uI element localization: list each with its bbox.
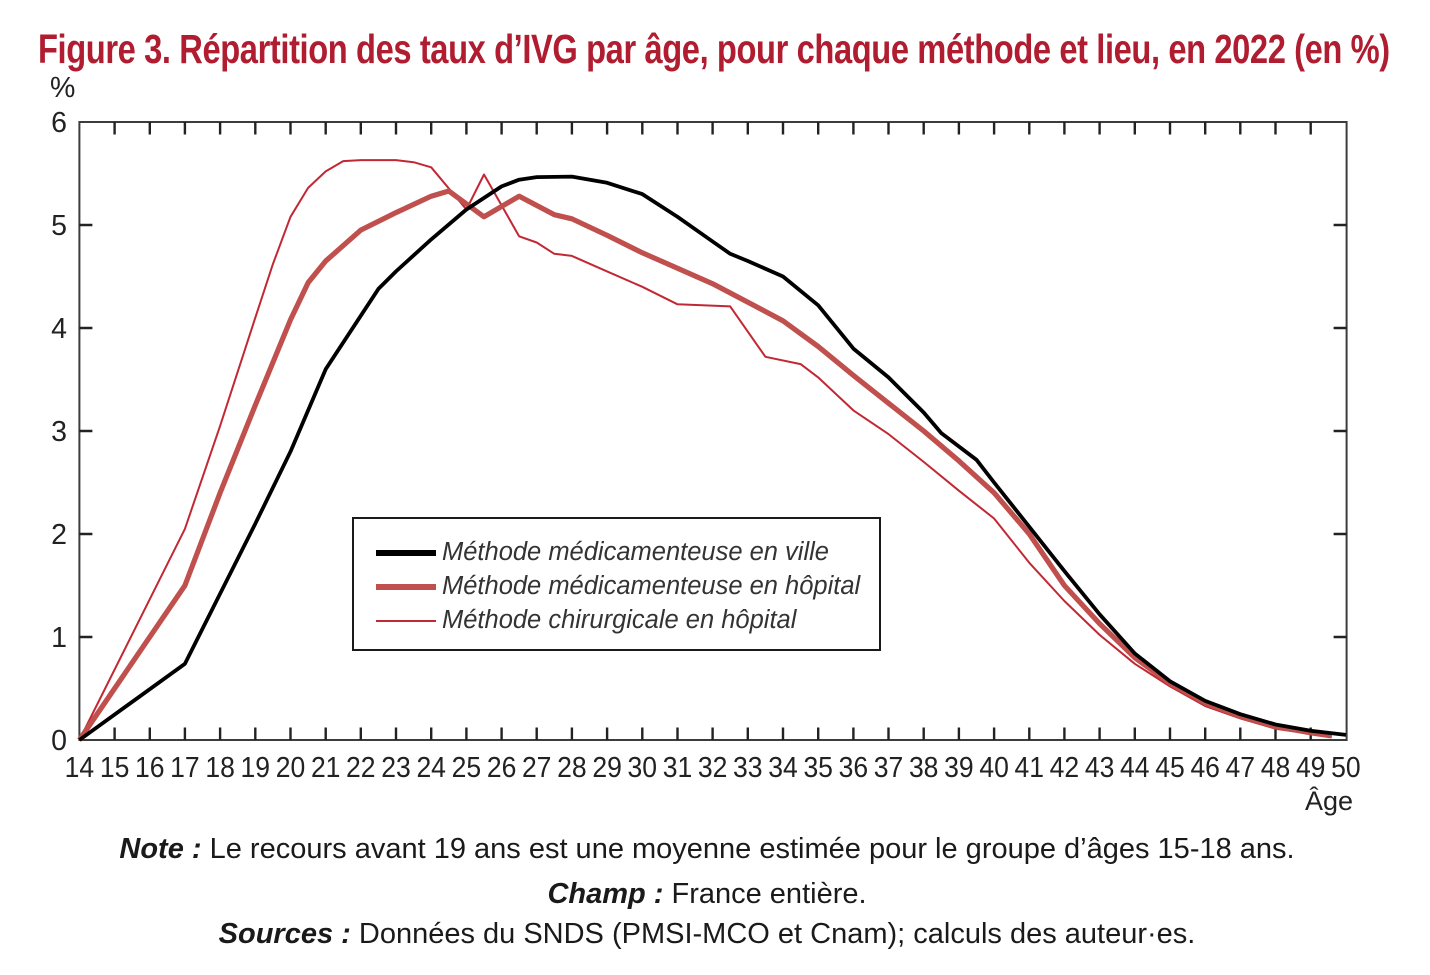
svg-text:48: 48 <box>1261 752 1291 784</box>
svg-text:34: 34 <box>768 752 798 784</box>
svg-text:3: 3 <box>51 416 67 448</box>
svg-text:27: 27 <box>522 752 552 784</box>
svg-text:44: 44 <box>1120 752 1150 784</box>
svg-text:18: 18 <box>205 752 235 784</box>
svg-text:20: 20 <box>276 752 306 784</box>
svg-text:45: 45 <box>1155 752 1185 784</box>
svg-text:29: 29 <box>592 752 622 784</box>
svg-text:50: 50 <box>1331 752 1361 784</box>
svg-text:0: 0 <box>51 725 67 757</box>
svg-text:23: 23 <box>381 752 411 784</box>
svg-text:21: 21 <box>311 752 341 784</box>
svg-text:33: 33 <box>733 752 763 784</box>
svg-text:15: 15 <box>100 752 130 784</box>
svg-text:49: 49 <box>1296 752 1326 784</box>
svg-text:5: 5 <box>51 210 67 242</box>
svg-text:2: 2 <box>51 519 67 551</box>
svg-text:47: 47 <box>1226 752 1256 784</box>
svg-text:31: 31 <box>663 752 693 784</box>
svg-text:1: 1 <box>51 622 67 654</box>
svg-text:4: 4 <box>51 313 67 345</box>
svg-text:%: % <box>50 72 75 104</box>
svg-text:37: 37 <box>874 752 904 784</box>
svg-text:28: 28 <box>557 752 587 784</box>
svg-text:32: 32 <box>698 752 728 784</box>
svg-text:40: 40 <box>979 752 1009 784</box>
svg-text:35: 35 <box>803 752 833 784</box>
svg-text:6: 6 <box>51 107 67 139</box>
svg-text:36: 36 <box>839 752 869 784</box>
svg-text:14: 14 <box>65 752 95 784</box>
svg-text:30: 30 <box>628 752 658 784</box>
svg-text:19: 19 <box>241 752 271 784</box>
svg-text:39: 39 <box>944 752 974 784</box>
svg-text:Âge: Âge <box>1305 785 1353 816</box>
svg-text:41: 41 <box>1015 752 1045 784</box>
svg-text:43: 43 <box>1085 752 1115 784</box>
svg-text:25: 25 <box>452 752 482 784</box>
svg-text:42: 42 <box>1050 752 1080 784</box>
svg-text:26: 26 <box>487 752 517 784</box>
svg-text:38: 38 <box>909 752 939 784</box>
svg-text:22: 22 <box>346 752 376 784</box>
svg-text:16: 16 <box>135 752 165 784</box>
svg-text:17: 17 <box>170 752 200 784</box>
svg-text:24: 24 <box>416 752 446 784</box>
svg-text:46: 46 <box>1190 752 1220 784</box>
